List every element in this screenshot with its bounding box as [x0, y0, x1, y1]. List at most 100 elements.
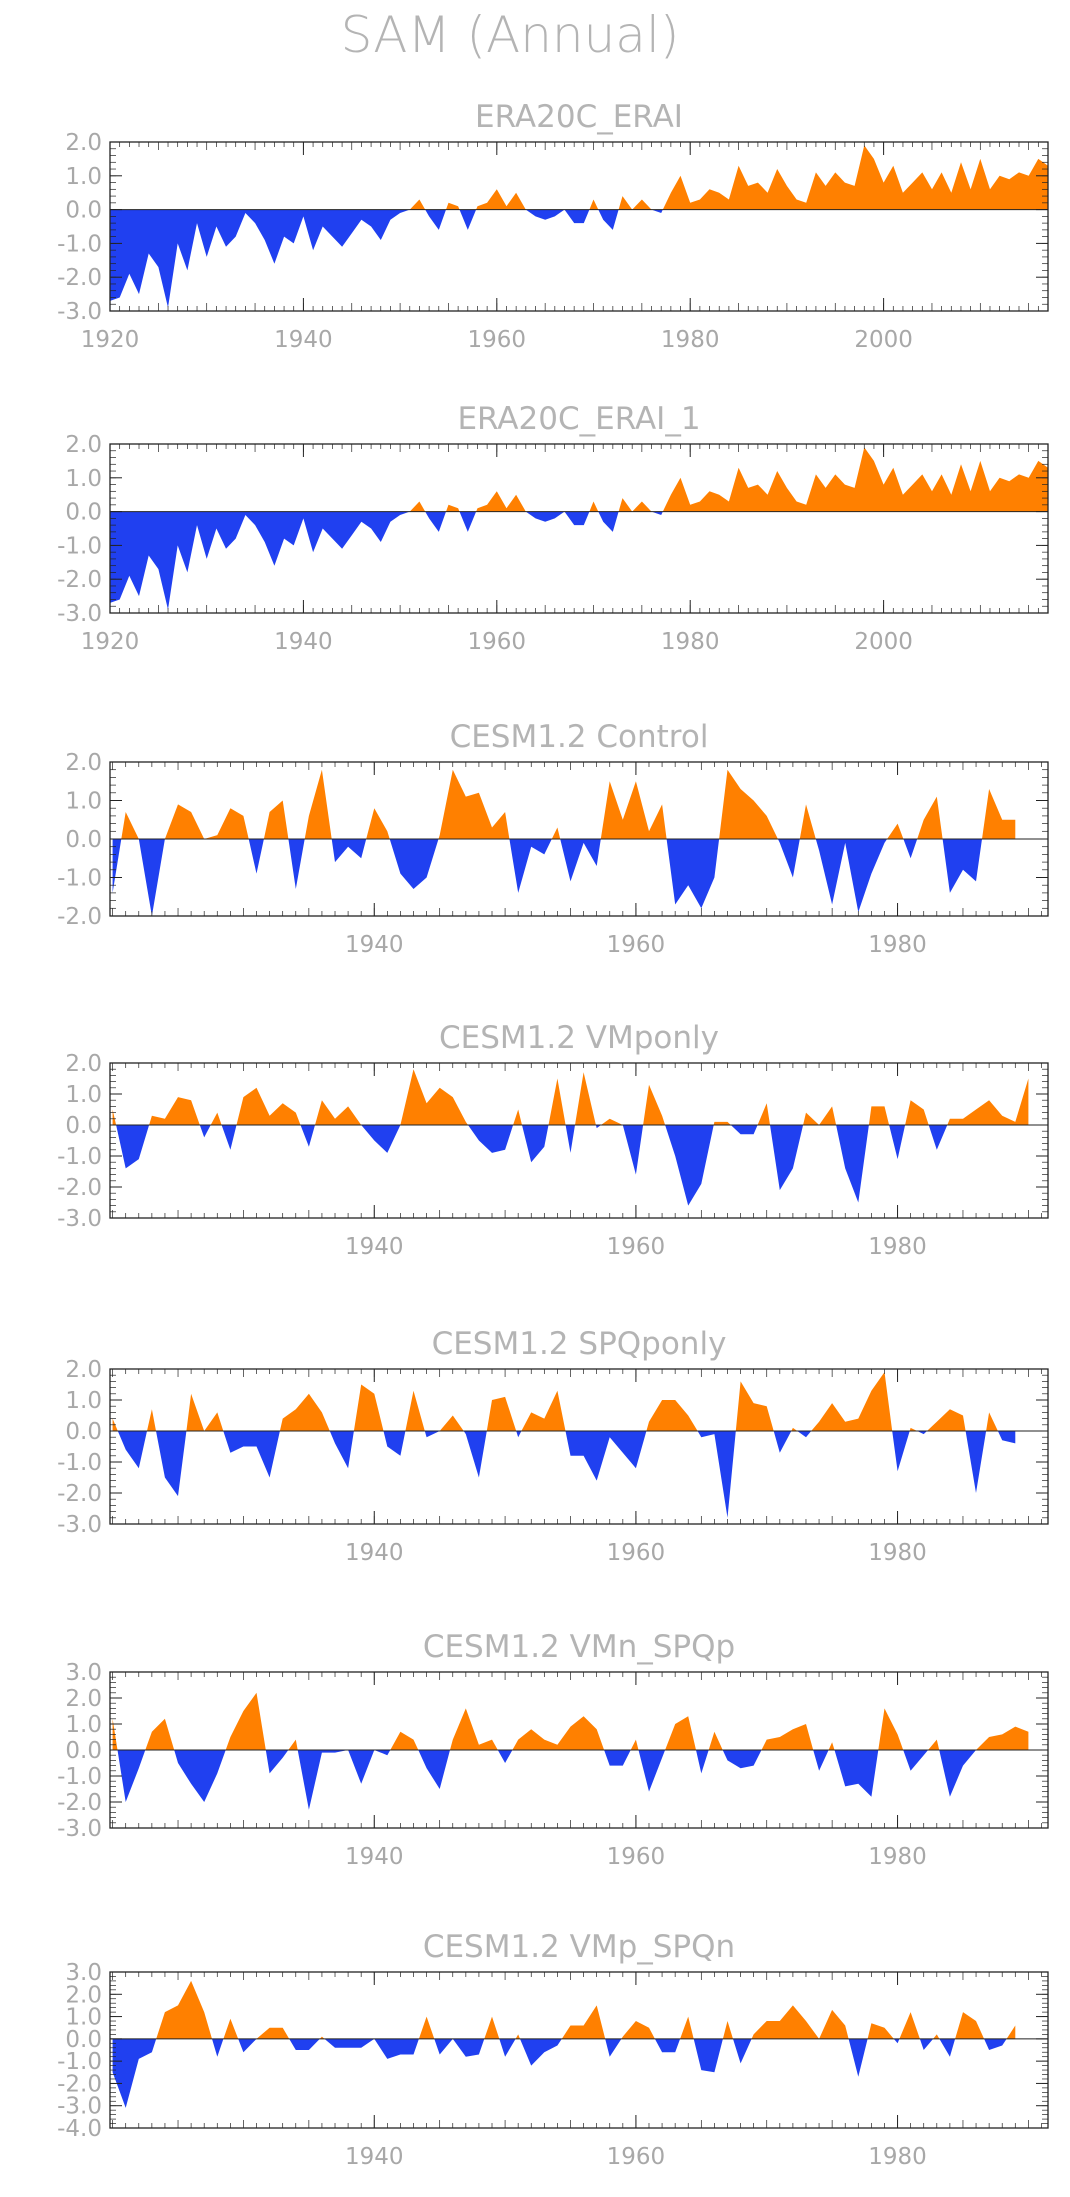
panel-4: CESM1.2 VMponly 2.0 1.0 0.0 -1.0 -2.0 -3.0 1940…	[57, 1020, 1049, 1260]
negative-area	[112, 1750, 1029, 1810]
x-tick-label: 1980	[868, 1540, 927, 1566]
panel-title: ERA20C_ERAI_1	[457, 401, 700, 437]
y-tick-label: 0.0	[65, 500, 102, 526]
y-tick-label: -3.0	[57, 1206, 102, 1232]
x-tick-label: 1940	[345, 1234, 404, 1260]
x-tick-label: 1980	[868, 932, 927, 958]
y-tick-label: -1.0	[57, 2049, 102, 2075]
x-tick-label: 1940	[274, 327, 333, 353]
x-tick-label: 1960	[607, 1234, 666, 1260]
negative-area	[110, 209, 1048, 308]
negative-area	[112, 1125, 1029, 1206]
y-tick-label: 1.0	[65, 1082, 102, 1108]
x-tick-label: 1940	[274, 629, 333, 655]
positive-area	[110, 447, 1048, 512]
x-tick-label: 1960	[468, 327, 527, 353]
x-tick-label: 1960	[607, 932, 666, 958]
positive-area	[112, 1372, 1016, 1431]
y-tick-label: 2.0	[65, 750, 102, 776]
y-tick-label: 0.0	[65, 827, 102, 853]
y-tick-label: -3.0	[57, 1512, 102, 1538]
y-tick-label: -1.0	[57, 1144, 102, 1170]
x-tick-label: 1980	[868, 1844, 927, 1870]
y-tick-label: 3.0	[65, 1960, 102, 1986]
plot-frame	[109, 141, 1049, 312]
y-tick-label: -3.0	[57, 601, 102, 627]
y-tick-label: -1.0	[57, 866, 102, 892]
panel-title: CESM1.2 VMn_SPQp	[423, 1629, 735, 1665]
positive-area	[112, 769, 1016, 839]
x-tick-label: 1960	[468, 629, 527, 655]
y-tick-label: -2.0	[57, 1481, 102, 1507]
panel-title: CESM1.2 VMp_SPQn	[423, 1929, 735, 1965]
y-tick-label: -2.0	[57, 567, 102, 593]
negative-area	[112, 1431, 1016, 1518]
negative-area	[112, 2038, 1016, 2108]
y-tick-label: 2.0	[65, 130, 102, 156]
x-tick-label: 1960	[607, 1844, 666, 1870]
y-tick-label: -3.0	[57, 1816, 102, 1842]
y-tick-label: -2.0	[57, 904, 102, 930]
x-tick-label: 1940	[345, 1844, 404, 1870]
y-tick-label: -1.0	[57, 1764, 102, 1790]
plot-frame	[109, 1062, 1049, 1219]
panel-title: CESM1.2 Control	[450, 719, 709, 755]
panel-title: CESM1.2 VMponly	[439, 1020, 719, 1056]
negative-area	[112, 839, 1016, 916]
x-tick-label: 1980	[868, 2144, 927, 2170]
negative-area	[110, 511, 1048, 610]
y-tick-label: 2.0	[65, 1982, 102, 2008]
y-tick-label: 0.0	[65, 2027, 102, 2053]
x-tick-label: 1960	[607, 2144, 666, 2170]
y-tick-label: 2.0	[65, 432, 102, 458]
positive-area	[112, 1069, 1029, 1125]
panel-6: CESM1.2 VMn_SPQp 3.02.01.00.0-1.0-2.0-3.0…	[57, 1629, 1049, 1870]
x-tick-label: 1980	[661, 327, 720, 353]
y-tick-label: 2.0	[65, 1051, 102, 1077]
y-tick-label: -2.0	[57, 2071, 102, 2097]
x-tick-label: 1940	[345, 932, 404, 958]
positive-area	[112, 1692, 1029, 1750]
x-tick-label: 1980	[868, 1234, 927, 1260]
y-tick-label: 1.0	[65, 2005, 102, 2031]
panel-title: CESM1.2 SPQponly	[432, 1326, 727, 1362]
x-tick-label: 1960	[607, 1540, 666, 1566]
positive-area	[110, 145, 1048, 210]
y-tick-label: 2.0	[65, 1357, 102, 1383]
figure-title: SAM (Annual)	[341, 6, 680, 64]
y-tick-label: 1.0	[65, 164, 102, 190]
y-tick-label: 1.0	[65, 1712, 102, 1738]
y-tick-label: 2.0	[65, 1686, 102, 1712]
y-tick-label: -1.0	[57, 231, 102, 257]
y-tick-label: 0.0	[65, 1738, 102, 1764]
y-tick-label: 1.0	[65, 1388, 102, 1414]
y-tick-label: 1.0	[65, 466, 102, 492]
y-tick-label: 0.0	[65, 198, 102, 224]
y-tick-label: 0.0	[65, 1113, 102, 1139]
x-tick-label: 1920	[81, 327, 140, 353]
y-tick-label: -2.0	[57, 265, 102, 291]
x-tick-label: 1940	[345, 1540, 404, 1566]
x-tick-label: 2000	[854, 327, 913, 353]
plot-frame	[109, 1971, 1049, 2129]
y-tick-label: -3.0	[57, 299, 102, 325]
y-tick-label: -3.0	[57, 2094, 102, 2120]
y-tick-label: -1.0	[57, 533, 102, 559]
plot-frame	[109, 443, 1049, 614]
positive-area	[112, 1980, 1016, 2039]
panel-5: CESM1.2 SPQponly 2.0 1.0 0.0 -1.0 -2.0 -3.0 194…	[57, 1326, 1049, 1566]
panel-title: ERA20C_ERAI	[475, 99, 683, 135]
plot-frame	[109, 1368, 1049, 1525]
y-tick-label: -1.0	[57, 1450, 102, 1476]
y-tick-label: 3.0	[65, 1660, 102, 1686]
x-tick-label: 2000	[854, 629, 913, 655]
panel-3: CESM1.2 Control 2.0 1.0 0.0 -1.0 -2.0 1940 1960…	[57, 719, 1049, 958]
y-tick-label: -2.0	[57, 1175, 102, 1201]
x-tick-label: 1940	[345, 2144, 404, 2170]
x-tick-label: 1920	[81, 629, 140, 655]
y-tick-label: -4.0	[57, 2116, 102, 2142]
